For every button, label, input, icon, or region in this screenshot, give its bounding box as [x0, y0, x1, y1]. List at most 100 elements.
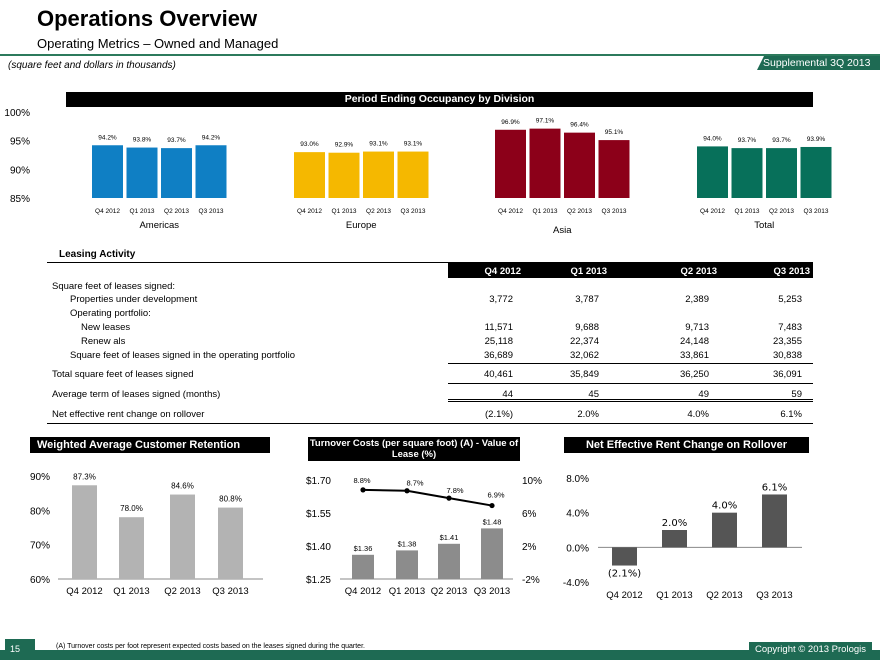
occupancy-data-label: 93.1% [369, 141, 388, 148]
occupancy-group-label: Total [754, 220, 774, 231]
occupancy-data-label: 93.7% [167, 137, 186, 144]
leasing-row-label: New leases [81, 322, 131, 333]
occupancy-y-tick: 100% [4, 108, 30, 119]
occupancy-bar [495, 129, 526, 198]
occupancy-bar [564, 132, 595, 198]
occupancy-data-label: 94.0% [703, 135, 722, 142]
turnover-left-tick: $1.70 [306, 476, 331, 487]
turnover-bar-label: $1.41 [440, 533, 459, 542]
leasing-cell: 40,461 [483, 369, 513, 380]
leasing-cell: (2.1%) [485, 409, 513, 420]
occupancy-quarter-label: Q4 2012 [95, 208, 120, 215]
nerc-bar [612, 547, 637, 566]
leasing-cell: 36,091 [772, 369, 802, 380]
occupancy-quarter-label: Q2 2013 [366, 208, 391, 215]
nerc-bar [762, 494, 787, 548]
leasing-row-label: Square feet of leases signed in the oper… [70, 350, 295, 361]
nerc-data-label: 6.1% [762, 482, 787, 493]
nerc-title: Net Effective Rent Change on Rollover [564, 437, 809, 453]
leasing-cell: 2,389 [685, 294, 709, 305]
occupancy-group-label: Europe [346, 220, 377, 231]
occupancy-quarter-label: Q4 2012 [498, 208, 523, 215]
leasing-divider [47, 423, 813, 424]
page-title: Operations Overview [37, 6, 258, 31]
turnover-line [362, 488, 493, 507]
leasing-cell: 22,374 [569, 336, 599, 347]
occupancy-bar [328, 152, 360, 198]
leasing-cell: 35,849 [569, 369, 599, 380]
footnote: (A) Turnover costs per foot represent ex… [56, 643, 365, 650]
leasing-cell: 44 [502, 389, 513, 400]
turnover-line-label: 8.7% [406, 479, 423, 488]
retention-x-label: Q1 2013 [113, 586, 149, 597]
occupancy-data-label: 96.9% [501, 119, 520, 126]
turnover-right-tick: 6% [522, 509, 537, 520]
occupancy-group-label: Asia [553, 225, 572, 236]
leasing-row-label: Net effective rent change on rollover [52, 409, 205, 420]
occupancy-data-label: 93.8% [133, 137, 152, 144]
turnover-x-label: Q1 2013 [389, 586, 425, 597]
leasing-cell: 3,772 [489, 294, 513, 305]
leasing-cell: 32,062 [569, 350, 599, 361]
leasing-cell: 30,838 [772, 350, 802, 361]
occupancy-quarter-label: Q1 2013 [533, 208, 558, 215]
retention-data-label: 80.8% [219, 495, 242, 504]
leasing-row-label: Renew als [81, 336, 126, 347]
occupancy-chart: 100% 95% 90% 85% 94.2% Q4 2012 93.8% Q1 2013 93.… [4, 108, 832, 236]
retention-data-label: 78.0% [120, 504, 143, 513]
occupancy-y-tick: 85% [10, 194, 30, 205]
turnover-x-label: Q3 2013 [474, 586, 510, 597]
nerc-x-label: Q1 2013 [656, 590, 692, 601]
leasing-col-header: Q1 2013 [570, 266, 607, 277]
turnover-point [489, 502, 495, 509]
leasing-cell: 9,713 [685, 322, 709, 333]
leasing-cell: 59 [791, 389, 802, 400]
occupancy-data-label: 93.7% [738, 137, 757, 144]
nerc-x-label: Q2 2013 [706, 590, 742, 601]
leasing-col-header: Q4 2012 [484, 266, 521, 277]
occupancy-bar [397, 151, 429, 198]
leasing-divider [448, 383, 813, 384]
occupancy-data-label: 92.9% [335, 142, 354, 149]
leasing-cell: 5,253 [778, 294, 802, 305]
retention-bar [170, 494, 195, 579]
occupancy-quarter-label: Q3 2013 [401, 208, 426, 215]
occupancy-quarter-label: Q2 2013 [164, 208, 189, 215]
turnover-left-tick: $1.40 [306, 542, 331, 553]
nerc-x-label: Q3 2013 [756, 590, 792, 601]
turnover-right-tick: -2% [522, 575, 540, 586]
occupancy-quarter-label: Q1 2013 [130, 208, 155, 215]
occupancy-quarter-label: Q4 2012 [297, 208, 322, 215]
retention-x-label: Q3 2013 [212, 586, 248, 597]
retention-y-tick: 70% [30, 541, 50, 552]
retention-y-tick: 60% [30, 575, 50, 586]
leasing-cell: 33,861 [679, 350, 709, 361]
occupancy-bar [529, 128, 561, 198]
turnover-right-tick: 2% [522, 542, 537, 553]
occupancy-data-label: 96.4% [570, 122, 589, 129]
header-rule [0, 54, 880, 56]
leasing-cell: 9,688 [575, 322, 599, 333]
leasing-cell: 25,118 [484, 336, 513, 347]
turnover-x-label: Q4 2012 [345, 586, 381, 597]
occupancy-data-label: 93.9% [807, 136, 826, 143]
leasing-row-label: Properties under development [70, 294, 198, 305]
units-note: (square feet and dollars in thousands) [8, 60, 176, 71]
turnover-bar [396, 550, 418, 579]
page-subtitle: Operating Metrics – Owned and Managed [37, 36, 279, 51]
nerc-y-tick: -4.0% [563, 578, 589, 589]
occupancy-bar [800, 146, 832, 198]
leasing-row-label: Total square feet of leases signed [52, 369, 194, 380]
turnover-right-tick: 10% [522, 476, 542, 487]
nerc-y-tick: 4.0% [566, 509, 589, 520]
occupancy-bar [294, 152, 325, 198]
supplemental-tag: Supplemental 3Q 2013 [757, 56, 880, 70]
nerc-y-tick: 8.0% [566, 474, 589, 485]
occupancy-quarter-label: Q1 2013 [332, 208, 357, 215]
leasing-cell: 36,250 [679, 369, 709, 380]
nerc-data-label: 4.0% [712, 501, 737, 512]
leasing-cell: 36,689 [483, 350, 513, 361]
retention-x-label: Q4 2012 [66, 586, 102, 597]
leasing-cell: 49 [698, 389, 709, 400]
leasing-cell: 4.0% [687, 409, 709, 420]
